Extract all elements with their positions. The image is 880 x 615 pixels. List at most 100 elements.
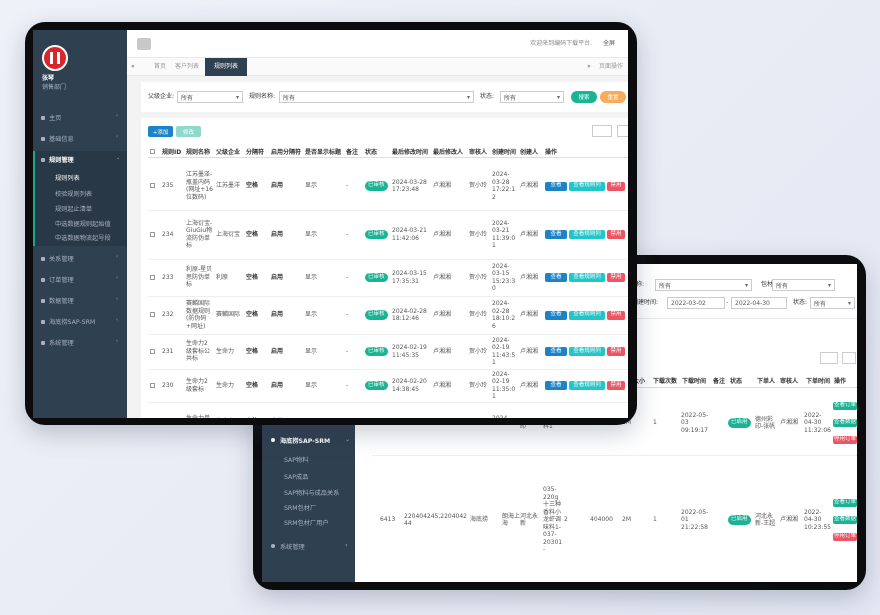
submenu-item[interactable]: 中选数据规则起始值 (55, 221, 111, 228)
action-button[interactable]: 查看订单 (833, 402, 857, 410)
menu-item[interactable]: 规则管理 (49, 157, 74, 164)
action-button[interactable]: 查看 (545, 347, 567, 356)
filter-select[interactable]: 所有 (279, 91, 474, 103)
table-cell: 显示 (305, 402, 343, 418)
submenu-item[interactable]: 规则起止清单 (55, 206, 93, 213)
date-input[interactable]: 2022-04-30 (731, 297, 787, 309)
action-button[interactable]: 查看 (545, 181, 567, 191)
submenu-item[interactable]: SRM包材厂 (284, 505, 317, 512)
action-button[interactable]: 停用订单 (833, 436, 857, 444)
menu-item[interactable]: 主页 (49, 115, 62, 122)
filter-label: 状态: (480, 93, 495, 100)
filter-select[interactable]: 所有 (772, 279, 835, 291)
action-button[interactable]: 禁用 (607, 347, 625, 356)
menu-item[interactable]: 关系管理 (49, 256, 74, 263)
columns-toggle[interactable] (820, 352, 838, 364)
action-button[interactable]: 查看订单 (833, 499, 857, 507)
action-button[interactable]: 查看数据 (833, 419, 857, 427)
table-cell: 空格 (246, 402, 268, 418)
column-header: 规则ID (162, 148, 182, 156)
table-cell: 空格 (246, 273, 259, 281)
table-cell: 2024-03-28 17:22:12 (492, 171, 516, 201)
menu-item[interactable]: 数据管理 (49, 298, 74, 305)
filter-select[interactable]: 所有 (500, 91, 564, 103)
actions-cell: 查看订单查看数据停用订单 (832, 391, 857, 455)
action-button[interactable]: 查看数据 (833, 516, 857, 524)
table-cell: 卢湘湘 (433, 182, 452, 190)
submenu-item[interactable]: 校验规则列表 (55, 191, 93, 198)
action-button[interactable]: 禁用 (607, 381, 625, 390)
add-button[interactable]: +添加 (148, 126, 173, 137)
export-button[interactable] (842, 352, 856, 364)
date-input[interactable]: 2022-03-02 (667, 297, 725, 309)
menu-toggle[interactable] (137, 38, 151, 50)
filter-select[interactable]: 所有 (655, 279, 752, 291)
action-button[interactable]: 查看规则列 (569, 310, 605, 320)
table-cell: 空格 (246, 347, 259, 355)
submenu-item[interactable]: SAP物料 (284, 457, 309, 464)
columns-toggle[interactable] (592, 125, 612, 137)
reset-button[interactable]: 重置 (600, 91, 626, 103)
row-checkbox[interactable] (150, 183, 155, 188)
submenu-item[interactable]: 规则列表 (55, 175, 80, 182)
tab[interactable]: 首页 (153, 63, 166, 71)
column-header: 创建时间 (492, 148, 517, 156)
filter-select[interactable]: 所有 (810, 297, 855, 309)
menu-icon (41, 137, 45, 141)
table-cell: 035-220g十三种香料小龙虾调味料1-037-20301- (543, 486, 563, 554)
submenu-item[interactable]: SAP物料与成品关系 (284, 490, 340, 497)
submenu-item[interactable]: SAP成品 (284, 474, 309, 481)
action-button[interactable]: 查看 (545, 273, 567, 282)
tab[interactable]: 规则列表 (205, 58, 247, 76)
header-checkbox[interactable] (150, 149, 155, 154)
action-button[interactable]: 查看规则列 (569, 230, 605, 239)
action-button[interactable]: 禁用 (607, 181, 625, 191)
submenu-item[interactable]: 中选数据物流起号段 (55, 235, 111, 242)
action-button[interactable]: 查看规则列 (569, 181, 605, 191)
table-panel: +添加 修改 规则ID 规则名称 父级企业 分隔符 启用分隔符 是否显示标题 备注 状态 最后修改时… (141, 118, 628, 418)
action-button[interactable]: 查看 (545, 381, 567, 390)
action-button[interactable]: 停用订单 (833, 533, 857, 541)
row-checkbox[interactable] (150, 274, 155, 280)
action-button[interactable]: 查看规则列 (569, 347, 605, 356)
row-checkbox[interactable] (150, 231, 155, 237)
table-cell: 空格 (246, 311, 259, 319)
action-button[interactable]: 禁用 (607, 310, 625, 320)
export-button[interactable] (617, 125, 628, 137)
table-cell: 232 (162, 311, 174, 319)
status-badge: 已审核 (365, 229, 388, 240)
row-checkbox[interactable] (150, 312, 155, 317)
column-header: 启用分隔符 (271, 148, 302, 156)
row-checkbox[interactable] (150, 382, 155, 388)
table-cell: 海底捞 (470, 516, 489, 524)
filter-select[interactable]: 所有 (177, 91, 243, 103)
action-button[interactable]: 查看 (545, 230, 567, 239)
menu-item[interactable]: 海底捞SAP-SRM (49, 319, 96, 326)
action-button[interactable]: 禁用 (607, 230, 625, 239)
action-button[interactable]: 查看规则列 (569, 273, 605, 282)
table-cell: 229 (162, 402, 183, 418)
edit-button[interactable]: 修改 (176, 126, 201, 137)
action-button[interactable]: 查看规则列 (569, 381, 605, 390)
tab[interactable]: 客户列表 (174, 63, 199, 71)
active-menu-bg (33, 151, 127, 246)
menu-item[interactable]: 海底捞SAP-SRM (280, 438, 331, 445)
search-button[interactable]: 搜索 (571, 91, 597, 103)
table-cell: 贺小玲 (469, 182, 488, 190)
action-button[interactable]: 禁用 (607, 273, 625, 282)
action-button[interactable]: 查看 (545, 310, 567, 320)
table-cell: 贺小玲 (469, 311, 488, 319)
menu-arrow: ⌄ (116, 155, 121, 161)
menu-arrow: ‹ (116, 134, 118, 140)
table-cell: 利原 (216, 273, 229, 281)
menu-item[interactable]: 系统管理 (49, 340, 74, 347)
menu-item[interactable]: 订单管理 (49, 277, 74, 284)
tab-ops[interactable]: 页面操作 (599, 63, 624, 70)
row-checkbox[interactable] (150, 348, 155, 354)
menu-item[interactable]: 系统管理 (280, 544, 305, 551)
submenu-item[interactable]: SRM包材厂用户 (284, 520, 329, 527)
table-cell: 卢湘湘 (520, 347, 539, 355)
tab-next: » (587, 63, 591, 70)
fullscreen[interactable]: 全屏 (603, 40, 616, 47)
menu-item[interactable]: 基础信息 (49, 136, 74, 143)
